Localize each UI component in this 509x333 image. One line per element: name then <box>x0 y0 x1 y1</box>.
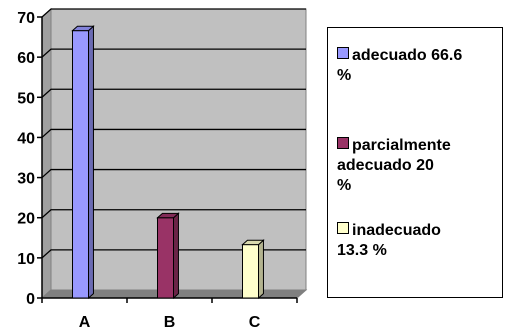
bar-front <box>157 217 174 299</box>
x-tick-labels: A B C <box>79 314 261 331</box>
legend-swatch-adecuado <box>337 47 349 59</box>
x-tick-label: C <box>249 314 261 331</box>
bar-front <box>72 30 89 299</box>
gridline <box>41 249 306 259</box>
gridline <box>41 168 306 179</box>
legend-swatch-parcialmente-adecuado <box>337 137 349 149</box>
y-tick-label: 20 <box>17 211 35 228</box>
chart-legend: adecuado 66.6 % parcialmente adecuado 20… <box>327 27 503 298</box>
bar-front <box>242 244 259 299</box>
gridline <box>41 128 306 138</box>
y-tick-label: 30 <box>17 171 35 188</box>
gridline <box>41 8 306 18</box>
bar-side <box>88 25 94 300</box>
y-tick-label: 50 <box>17 90 35 107</box>
legend-item-inadecuado: inadecuado 13.3 % <box>337 221 497 261</box>
x-tick-label: B <box>164 314 176 331</box>
legend-label-parcialmente-adecuado: parcialmente adecuado 20 % <box>337 137 451 194</box>
y-tick-label: 0 <box>26 291 35 308</box>
bars <box>71 25 265 300</box>
bar-side <box>258 239 264 300</box>
legend-swatch-inadecuado <box>337 222 349 234</box>
y-tick-label: 40 <box>17 130 35 147</box>
bar-top <box>241 239 265 246</box>
gridline <box>41 88 306 98</box>
legend-label-inadecuado: inadecuado 13.3 % <box>337 222 441 259</box>
legend-item-adecuado: adecuado 66.6 % <box>337 46 497 86</box>
bar-top <box>71 25 95 32</box>
legend-label-adecuado: adecuado 66.6 % <box>337 47 463 84</box>
bar-B <box>156 212 180 300</box>
legend-item-parcialmente-adecuado: parcialmente adecuado 20 % <box>337 136 497 196</box>
bar-top <box>156 212 180 219</box>
y-tick-labels: 0 10 20 30 40 50 60 70 <box>17 10 35 308</box>
y-tick-label: 10 <box>17 251 35 268</box>
x-tick-label: A <box>79 314 91 331</box>
bar-A <box>71 25 95 300</box>
gridline <box>41 209 306 219</box>
y-tick-label: 60 <box>17 50 35 67</box>
bar-side <box>173 212 179 300</box>
y-tick-label: 70 <box>17 10 35 27</box>
gridline <box>41 48 306 58</box>
gridlines <box>41 8 306 259</box>
bar-C <box>241 239 265 300</box>
